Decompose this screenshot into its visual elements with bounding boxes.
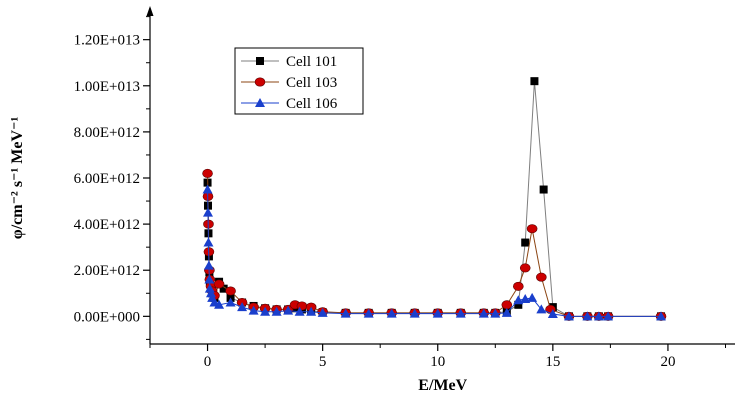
x-axis-title: E/MeV <box>418 377 467 394</box>
data-point <box>202 168 213 178</box>
data-point <box>519 263 531 273</box>
y-tick-label: 6.00E+012 <box>74 171 140 187</box>
data-point <box>260 306 271 316</box>
data-point <box>294 306 305 316</box>
legend-item: Cell 101 <box>241 54 337 70</box>
y-tick-label: 2.00E+012 <box>74 263 140 279</box>
x-tick-label: 20 <box>660 354 675 370</box>
legend-label: Cell 101 <box>286 54 337 70</box>
data-point <box>593 311 604 321</box>
data-point <box>386 308 397 318</box>
data-point <box>603 311 614 321</box>
data-point <box>526 224 538 234</box>
y-tick-label: 8.00E+012 <box>74 125 140 141</box>
legend-label: Cell 106 <box>286 96 338 112</box>
x-ticks: 0 5 10 15 20 <box>149 344 726 370</box>
data-point <box>521 238 530 247</box>
y-tick-label: 1.00E+013 <box>74 79 140 95</box>
data-point <box>213 279 225 289</box>
data-point <box>520 294 531 304</box>
data-point <box>582 311 593 321</box>
data-point <box>409 308 420 318</box>
data-point <box>225 286 236 296</box>
legend-marker <box>254 77 266 87</box>
data-point <box>340 308 351 318</box>
data-point <box>432 308 443 318</box>
x-tick-label: 0 <box>204 354 212 370</box>
data-point <box>501 300 513 310</box>
plot-area: 0 5 10 15 20 0.00E+000 2.00E+012 4.00E+012 6.00… <box>74 6 735 370</box>
data-point <box>513 295 524 305</box>
series-triangle <box>202 184 667 321</box>
data-point <box>530 77 539 86</box>
y-ticks: 0.00E+000 2.00E+012 4.00E+012 6.00E+012 8.00… <box>74 16 150 340</box>
data-point <box>547 309 558 319</box>
series-line <box>207 189 662 317</box>
x-tick-label: 10 <box>430 354 445 370</box>
data-point <box>204 274 215 284</box>
y-tick-label: 0.00E+000 <box>74 309 140 325</box>
data-point <box>219 284 228 293</box>
data-point <box>490 308 501 318</box>
legend-item: Cell 106 <box>241 96 338 112</box>
series-layer <box>202 77 667 321</box>
y-tick-label: 4.00E+012 <box>74 217 140 233</box>
data-point <box>656 311 667 321</box>
data-point <box>536 304 547 314</box>
data-point <box>563 311 574 321</box>
data-point <box>513 281 524 291</box>
series-line <box>207 173 662 317</box>
data-point <box>203 237 214 247</box>
data-point <box>214 299 225 309</box>
data-point <box>536 272 547 282</box>
data-point <box>203 260 214 270</box>
data-point <box>317 307 328 317</box>
y-axis-arrow <box>146 6 154 16</box>
data-point <box>455 308 466 318</box>
legend-label: Cell 103 <box>286 75 337 91</box>
x-tick-label: 15 <box>545 354 560 370</box>
data-point <box>306 306 317 316</box>
data-point <box>539 185 548 194</box>
legend-marker <box>255 98 265 107</box>
y-axis-title: φ/cm⁻² s⁻¹ MeV⁻¹ <box>9 117 26 240</box>
data-point <box>237 302 248 312</box>
data-point <box>363 308 374 318</box>
y-tick-label: 1.20E+013 <box>74 33 140 49</box>
data-point <box>248 305 259 315</box>
data-point <box>478 308 489 318</box>
series-circle <box>202 168 667 321</box>
legend: Cell 101 Cell 103 Cell 106 <box>234 47 364 115</box>
data-point <box>202 184 213 194</box>
data-point <box>501 307 512 317</box>
data-point <box>206 288 217 298</box>
data-point <box>271 306 282 316</box>
data-point <box>225 297 236 307</box>
legend-marker <box>256 57 264 65</box>
data-point <box>204 283 215 293</box>
x-tick-label: 5 <box>319 354 327 370</box>
legend-item: Cell 103 <box>241 75 337 91</box>
data-point <box>203 207 214 217</box>
data-point <box>283 305 294 315</box>
data-point <box>527 292 538 302</box>
data-point <box>514 300 523 309</box>
series-line <box>207 81 662 317</box>
